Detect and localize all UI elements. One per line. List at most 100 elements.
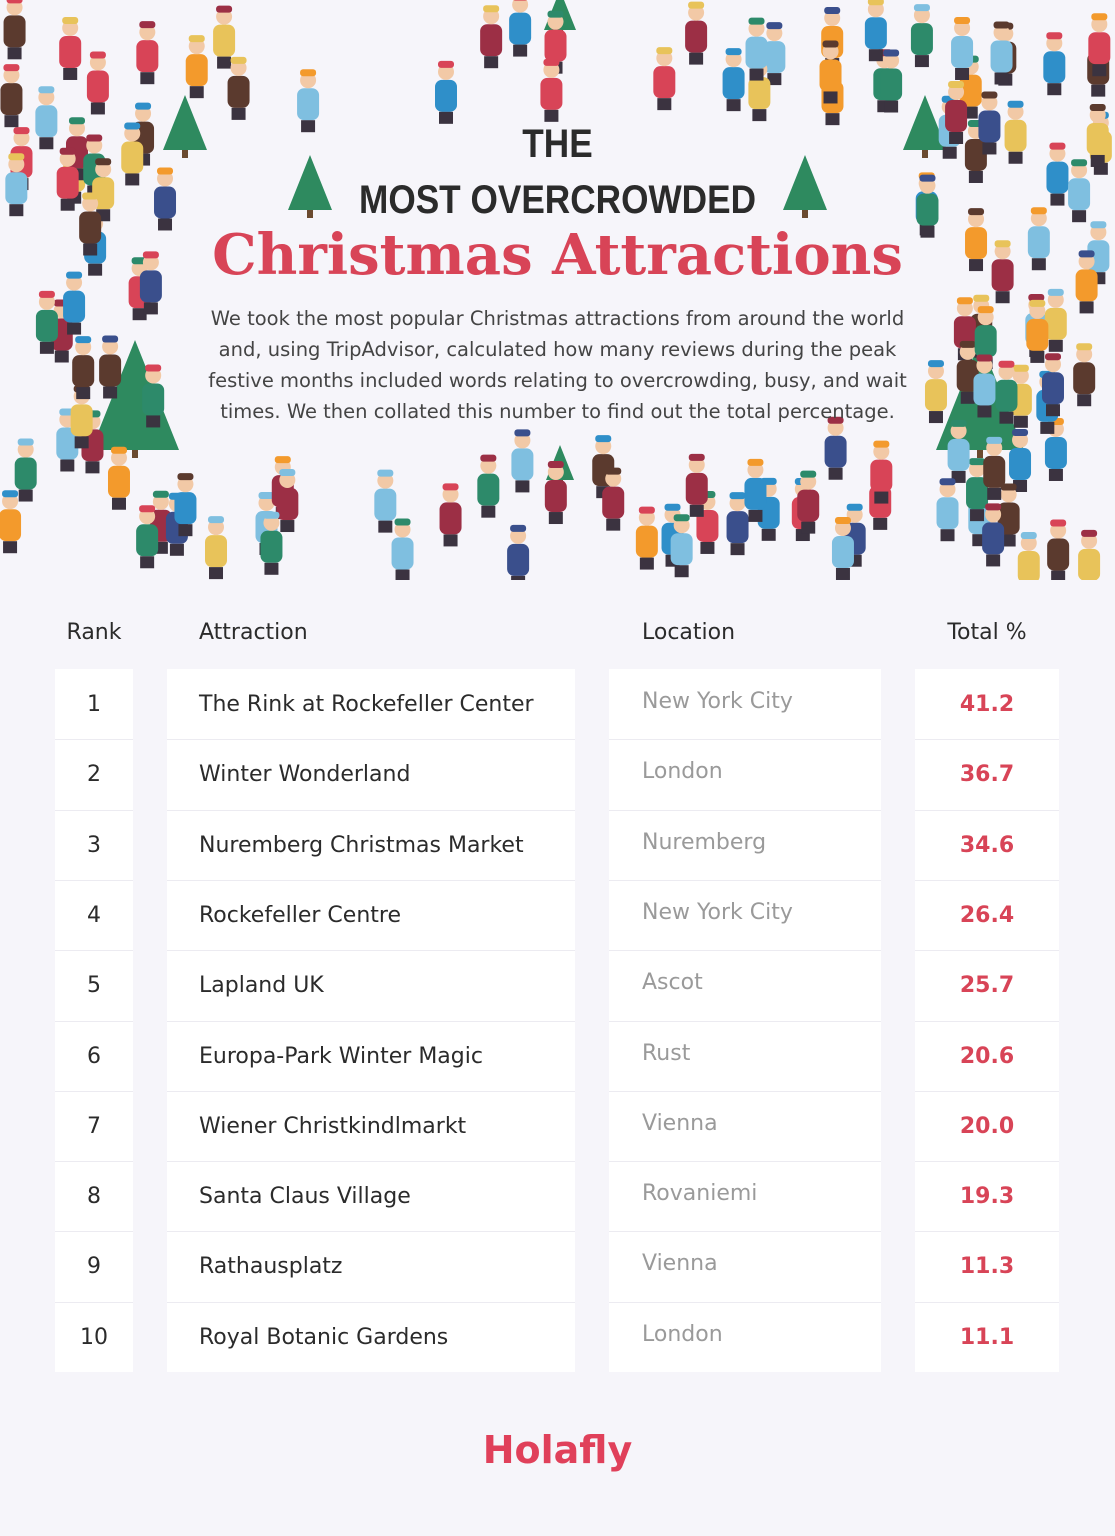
person-legs <box>189 86 204 99</box>
person-hat <box>66 271 83 279</box>
person-body <box>35 309 58 342</box>
person-body <box>1044 436 1067 469</box>
person-legs <box>125 173 140 186</box>
table-cell: 6 <box>87 1043 101 1069</box>
table-cell: 1 <box>87 692 101 717</box>
tree-trunk <box>802 210 808 218</box>
person-body <box>374 488 397 521</box>
person-legs <box>1045 404 1060 417</box>
person-hat <box>300 69 317 77</box>
person-hat <box>688 1 705 9</box>
row-divider <box>55 1231 133 1233</box>
person-body <box>136 40 159 73</box>
person-body <box>945 99 968 132</box>
row-divider <box>167 1161 575 1163</box>
person-legs <box>178 524 193 537</box>
person-hat <box>157 167 174 175</box>
person-body <box>1044 307 1067 340</box>
person-body <box>602 486 625 519</box>
person-body <box>696 509 719 542</box>
person-legs <box>955 67 970 80</box>
column-header: Location <box>642 620 736 645</box>
column-header: Attraction <box>199 620 308 645</box>
person-body <box>1043 51 1066 84</box>
person-body <box>910 23 933 56</box>
person-body <box>3 15 26 48</box>
person-legs <box>823 91 838 104</box>
person-hat <box>846 503 863 511</box>
person-legs <box>158 218 173 231</box>
person-legs <box>301 120 316 133</box>
person-legs <box>689 504 704 517</box>
person-body <box>951 35 974 68</box>
person-body <box>544 480 567 513</box>
row-divider <box>915 1301 1059 1303</box>
person-hat <box>377 469 394 477</box>
person-legs <box>940 529 955 542</box>
person-legs <box>700 541 715 554</box>
table-cell: 36.7 <box>959 762 1015 788</box>
person-body <box>947 438 970 471</box>
person-hat <box>1049 142 1066 150</box>
person-head <box>993 24 1010 41</box>
person-legs <box>39 341 54 354</box>
person-body <box>1086 122 1109 155</box>
person-hat <box>1029 299 1046 307</box>
row-divider <box>915 1161 1059 1163</box>
person-legs <box>74 436 89 449</box>
person-hat <box>110 446 127 454</box>
person-head <box>846 506 863 523</box>
person-hat <box>13 127 30 135</box>
table-cell: New York City <box>642 899 793 925</box>
person-legs <box>1090 154 1105 167</box>
person-hat <box>673 514 690 522</box>
person-body <box>670 533 693 566</box>
person-hat <box>1030 207 1047 215</box>
person-hat <box>748 17 765 25</box>
row-divider <box>167 809 575 811</box>
person-body <box>995 379 1018 412</box>
person-hat <box>981 91 998 99</box>
person-legs <box>484 56 499 69</box>
person-legs <box>1091 84 1106 97</box>
person-hat <box>274 456 291 464</box>
person-legs <box>63 67 78 80</box>
person-hat <box>86 134 103 142</box>
person-legs <box>67 322 82 335</box>
person-legs <box>639 557 654 570</box>
person-legs <box>949 131 964 144</box>
person-body <box>990 40 1013 73</box>
person-legs <box>1077 394 1092 407</box>
person-legs <box>1092 64 1107 77</box>
person-hat <box>688 453 705 461</box>
person-body <box>974 325 997 358</box>
person-body <box>959 74 982 107</box>
person-legs <box>9 204 24 217</box>
person-hat <box>994 240 1011 248</box>
person-hat <box>913 4 930 12</box>
person-hat <box>1091 13 1108 21</box>
person-legs <box>994 72 1009 85</box>
person-body <box>540 77 563 110</box>
person-body <box>983 455 1006 488</box>
person-legs <box>88 263 103 276</box>
person-legs <box>18 489 33 502</box>
person-legs <box>209 567 224 580</box>
person-head <box>68 120 85 137</box>
person-body <box>880 68 903 101</box>
person-body <box>685 20 708 53</box>
person-body <box>63 290 86 323</box>
person-head <box>913 7 930 24</box>
person-hat <box>973 294 990 302</box>
person-hat <box>747 458 764 466</box>
person-body <box>260 530 283 563</box>
table-cell: 11.1 <box>959 1324 1015 1350</box>
table-cell: 3 <box>87 832 101 858</box>
person-body <box>1047 538 1070 571</box>
person-legs <box>995 291 1010 304</box>
person-body <box>174 492 197 525</box>
person-hat <box>62 16 79 24</box>
person-hat <box>959 340 976 348</box>
person-hat <box>547 461 564 469</box>
person-head <box>824 10 841 27</box>
